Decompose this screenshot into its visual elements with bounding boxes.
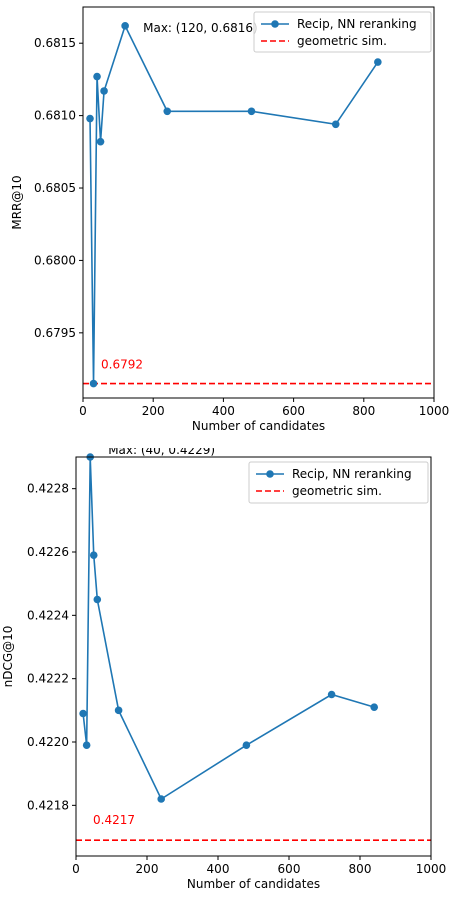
data-point: [100, 87, 108, 95]
reference-annotation: 0.6792: [101, 358, 143, 372]
series-line: [89, 23, 379, 384]
x-tick-label: 200: [142, 404, 165, 418]
legend-box: [248, 461, 429, 504]
data-point: [327, 690, 336, 699]
data-point: [93, 595, 102, 604]
data-point: [114, 706, 123, 715]
legend-reference-label: geometric sim.: [297, 34, 387, 48]
y-tick-label: 0.6795: [34, 326, 76, 340]
data-point: [89, 379, 98, 388]
data-point: [163, 107, 172, 116]
reference-annotation: 0.4217: [93, 813, 135, 827]
mrr-chart-svg: 0 200 400 600 800 1000 0.6795 0.6800 0.6805 0.681…: [10, 6, 450, 433]
series-line: [82, 456, 375, 801]
x-tick-label: 200: [136, 862, 159, 876]
x-tick-label: 800: [352, 404, 375, 418]
y-axis-label: nDCG@10: [1, 626, 15, 688]
x-tick-label: 600: [282, 404, 305, 418]
data-point: [86, 114, 94, 123]
x-tick-label: 600: [278, 862, 301, 876]
data-point: [121, 22, 129, 30]
mrr-chart: 0 200 400 600 800 1000 0.6795 0.6800 0.6805 0.681…: [0, 0, 452, 448]
y-tick-label: 0.4228: [27, 482, 69, 496]
axes-frame: [75, 456, 432, 857]
data-point: [82, 741, 91, 749]
y-tick-label: 0.6805: [34, 181, 76, 195]
y-tick-label: 0.4218: [27, 798, 69, 812]
y-tick-label: 0.6815: [34, 36, 76, 50]
data-point: [96, 137, 105, 146]
legend-series-marker: [266, 470, 274, 478]
y-axis-label: MRR@10: [10, 175, 24, 229]
data-point: [247, 107, 256, 116]
x-axis-label: Number of candidates: [187, 877, 320, 891]
legend-reference-label: geometric sim.: [292, 484, 382, 498]
x-tick-label: 1000: [416, 862, 447, 876]
legend-series-marker: [271, 20, 279, 28]
x-tick-label: 400: [207, 862, 230, 876]
data-point: [157, 795, 165, 803]
legend-series-label: Recip, NN reranking: [292, 467, 412, 481]
ndcg-chart: 0 200 400 600 800 1000 0.4218 0.4220 0.4222 0.422…: [0, 443, 452, 897]
data-point: [370, 703, 379, 711]
x-tick-label: 1000: [419, 404, 450, 418]
data-point: [331, 120, 340, 129]
y-tick-label: 0.4222: [27, 672, 69, 686]
data-point: [79, 709, 87, 718]
x-tick-label: 400: [212, 404, 235, 418]
y-tick-label: 0.4224: [27, 608, 69, 622]
y-tick-label: 0.4226: [27, 545, 69, 559]
data-point: [374, 58, 382, 66]
data-point: [89, 551, 98, 559]
x-axis-label: Number of candidates: [192, 419, 325, 433]
x-tick-label: 0: [79, 404, 87, 418]
y-tick-label: 0.4220: [27, 735, 69, 749]
data-point: [242, 741, 251, 749]
legend-box: [253, 11, 432, 53]
max-annotation: Max: (40, 0.4229): [108, 448, 215, 457]
y-tick-label: 0.6810: [34, 109, 76, 123]
x-tick-label: 800: [349, 862, 372, 876]
max-annotation: Max: (120, 0.6816): [143, 21, 258, 35]
ndcg-chart-svg: 0 200 400 600 800 1000 0.4218 0.4220 0.4222 0.422…: [1, 443, 447, 891]
legend-series-label: Recip, NN reranking: [297, 17, 417, 31]
x-tick-label: 0: [72, 862, 80, 876]
data-point: [93, 72, 101, 81]
axes-frame: [82, 6, 435, 399]
y-tick-label: 0.6800: [34, 253, 76, 267]
